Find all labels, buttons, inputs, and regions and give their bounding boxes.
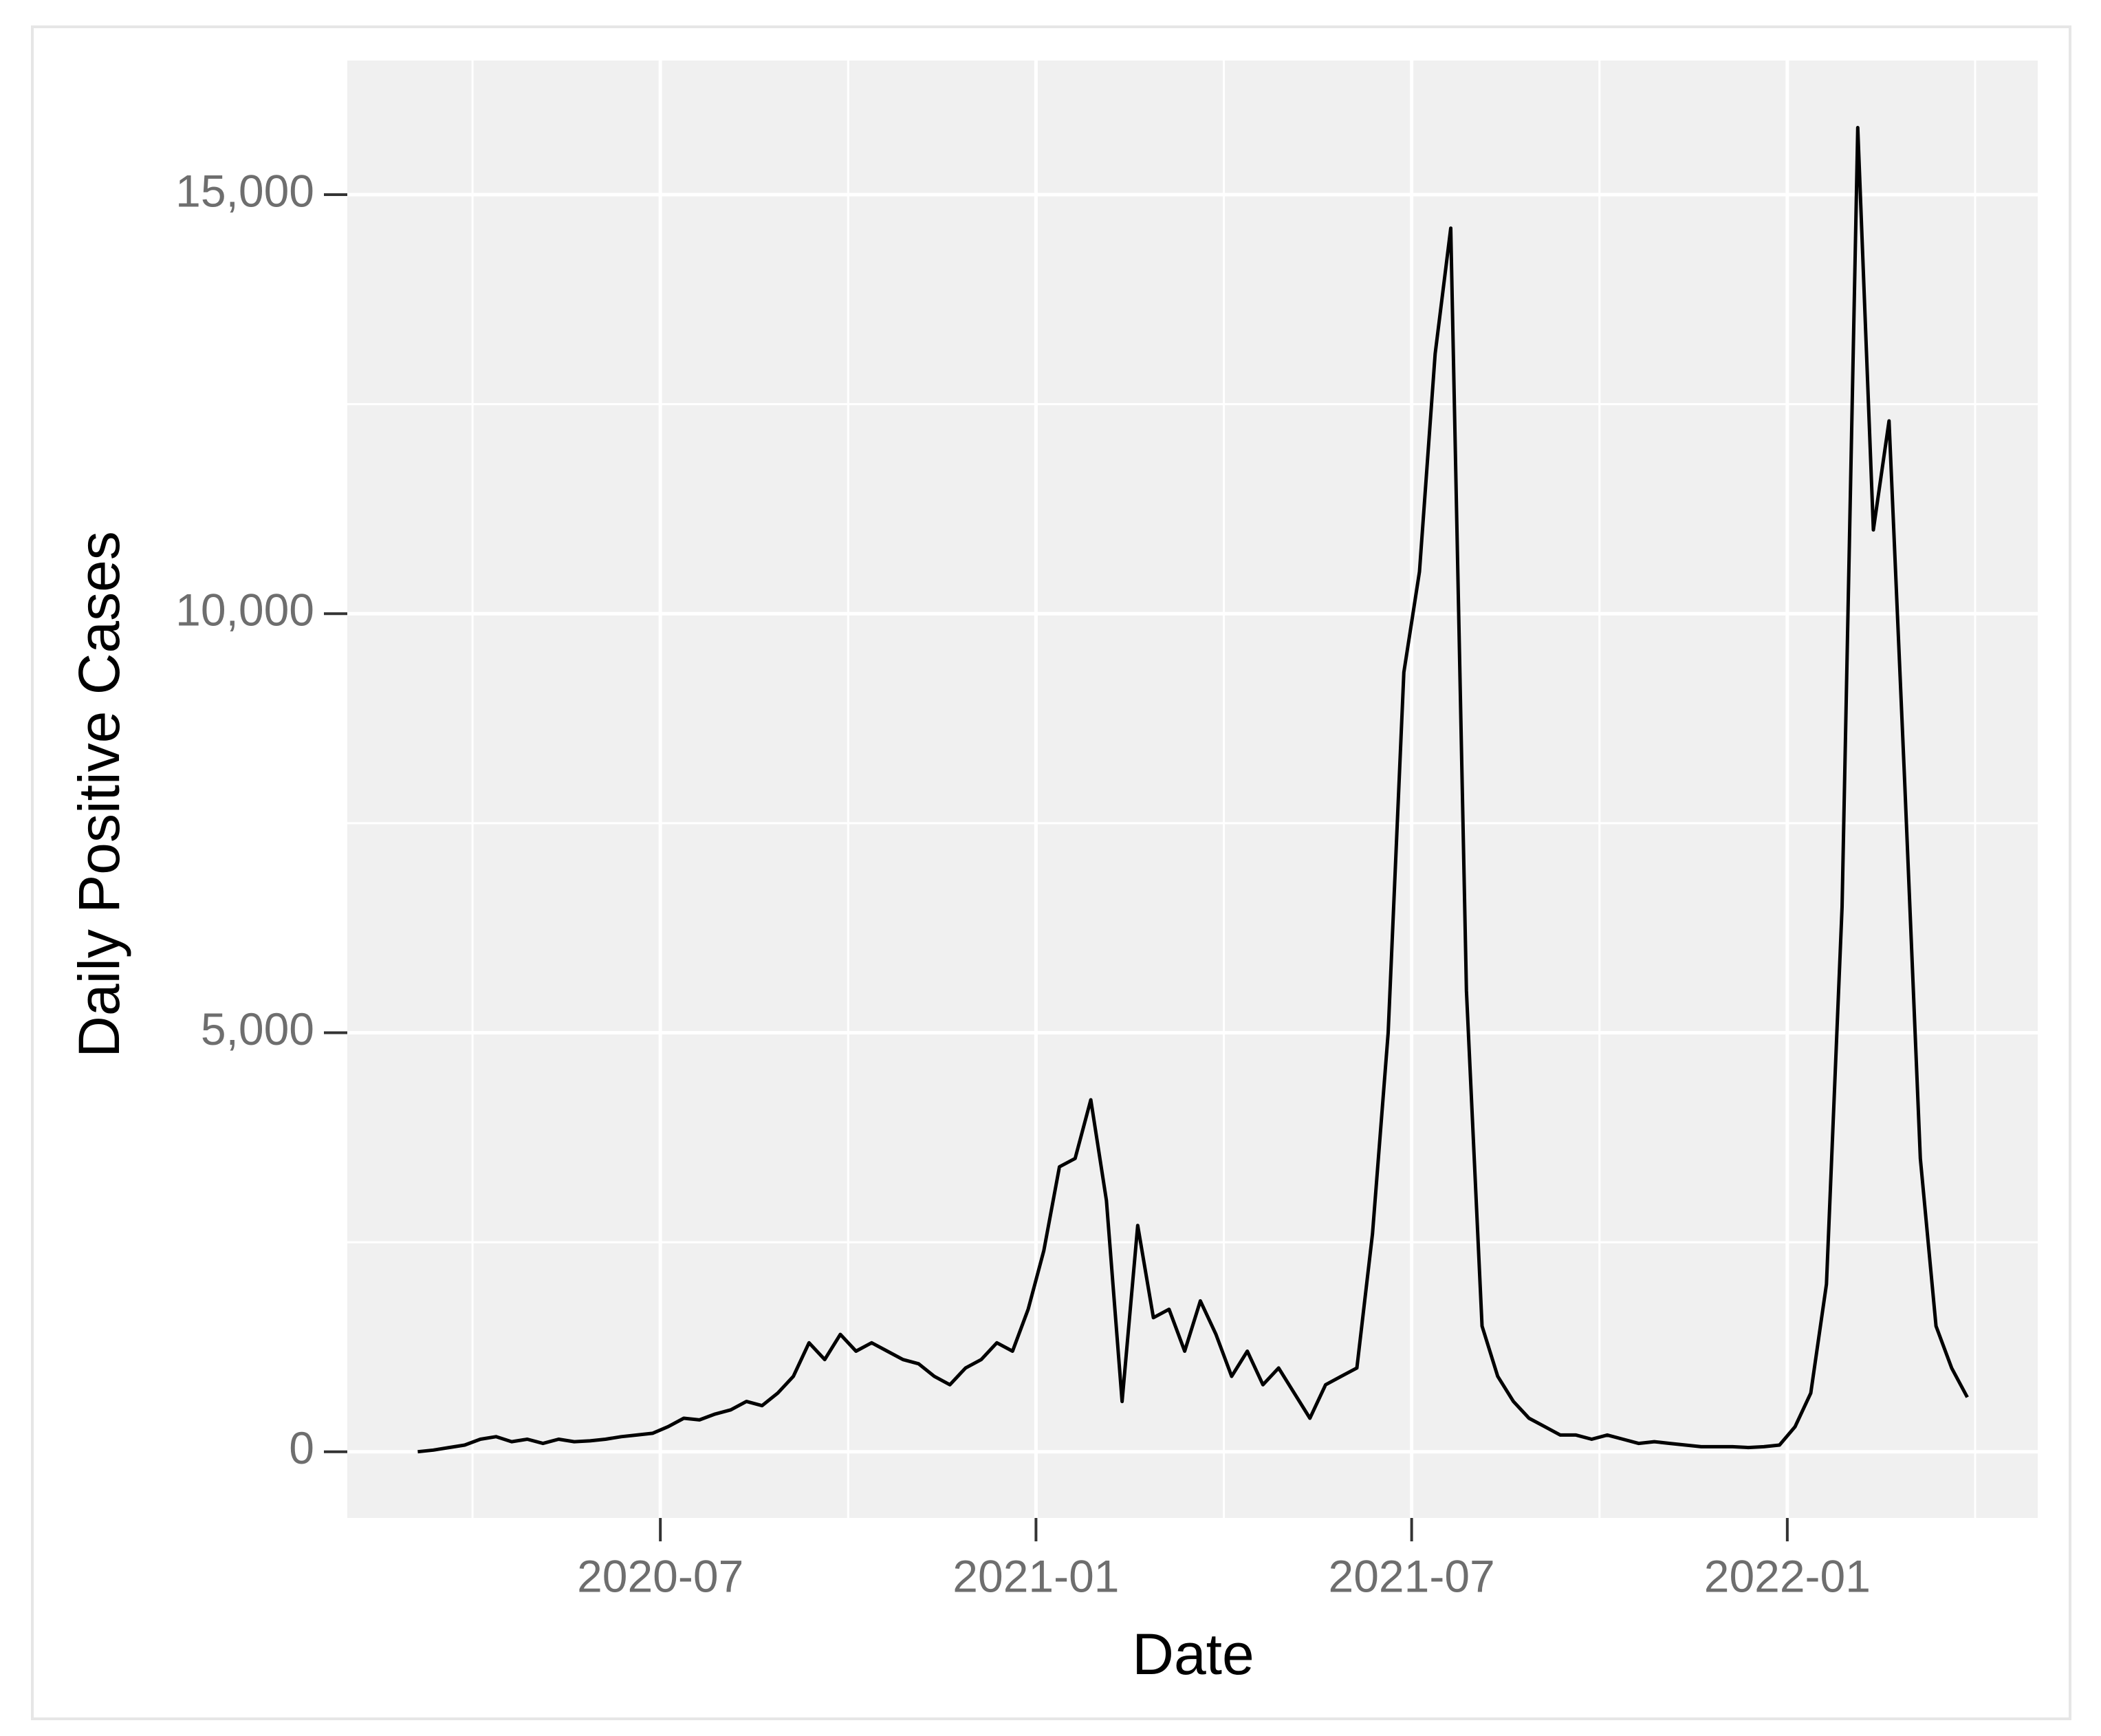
y-tick-label: 10,000	[175, 585, 314, 636]
y-axis-title: Daily Positive Cases	[67, 531, 131, 1058]
panel	[347, 61, 2038, 1518]
x-tick-label: 2021-07	[1329, 1550, 1495, 1601]
data-line	[417, 126, 1969, 1454]
grid	[347, 61, 2038, 1518]
x-tick-label: 2020-07	[577, 1550, 743, 1601]
y-tick-label: 0	[289, 1422, 314, 1473]
y-tick-label: 5,000	[201, 1003, 314, 1054]
marks	[417, 126, 1969, 1454]
x-tick-label: 2021-01	[952, 1550, 1119, 1601]
x-tick-label: 2022-01	[1704, 1550, 1871, 1601]
x-axis-title: Date	[1132, 1622, 1254, 1686]
y-tick-label: 15,000	[175, 165, 314, 216]
